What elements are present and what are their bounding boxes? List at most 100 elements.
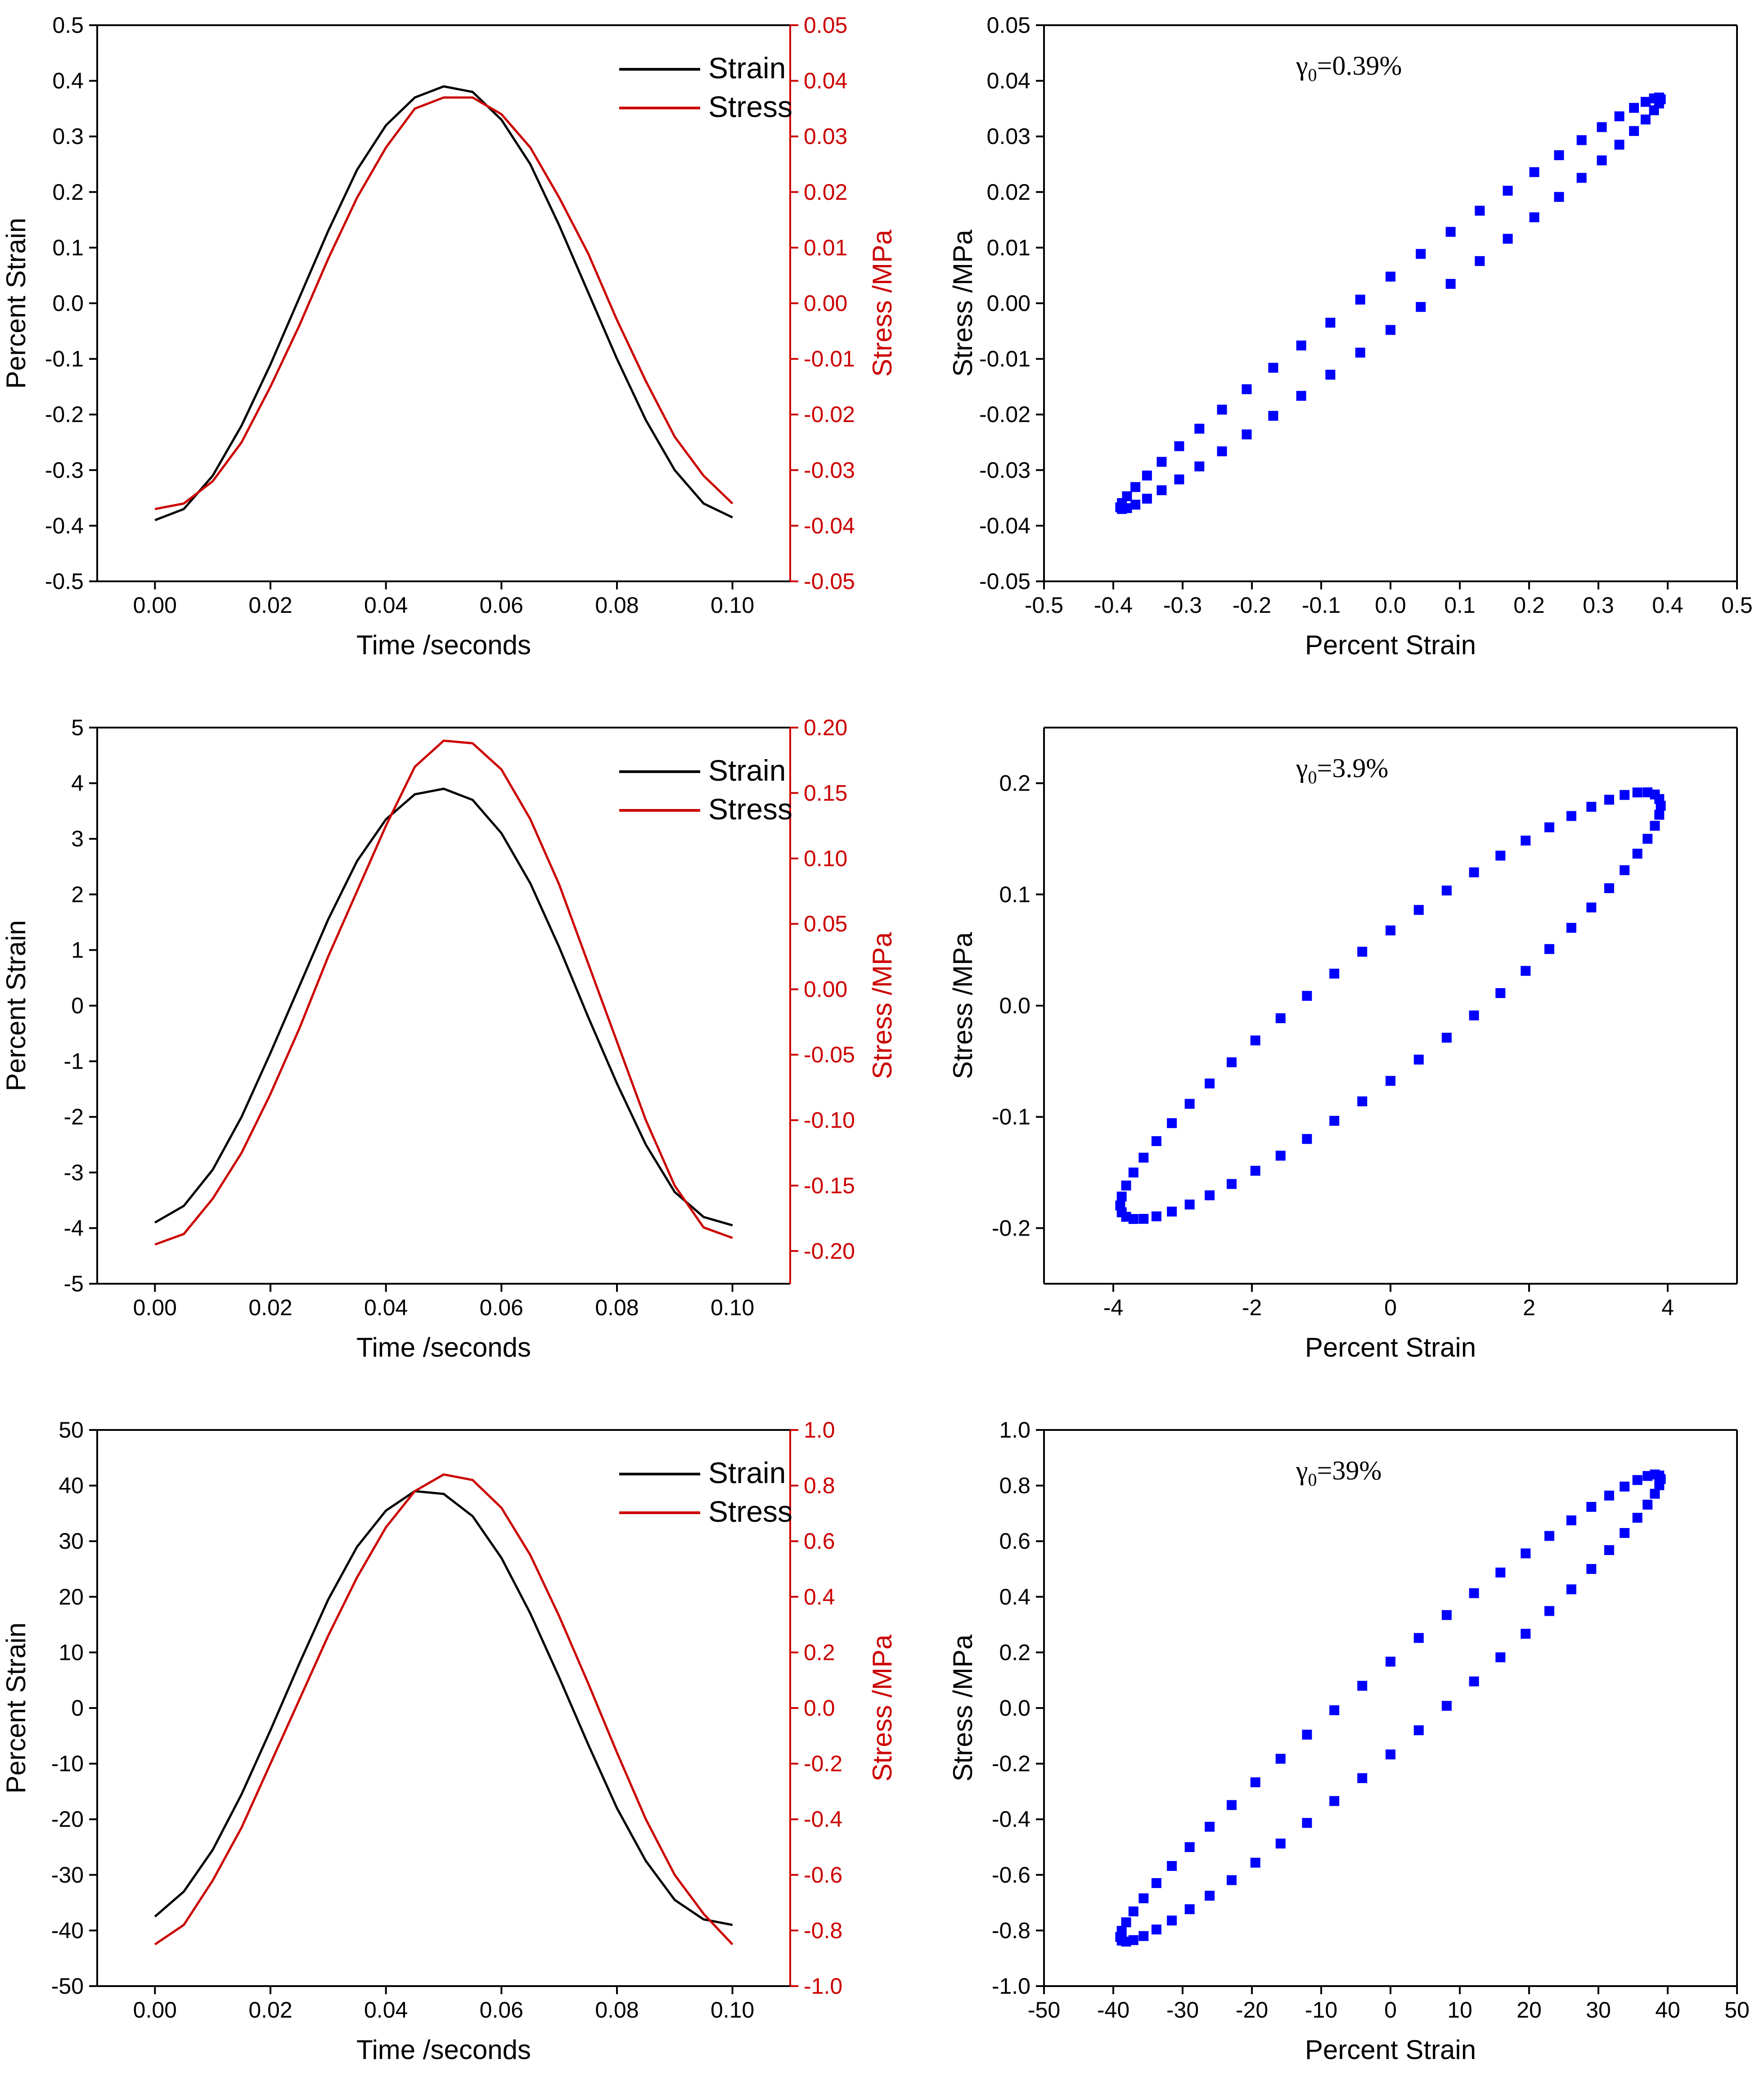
data-point <box>1151 1924 1161 1935</box>
data-point <box>1521 1628 1531 1639</box>
y-tick-label: -0.04 <box>979 513 1030 538</box>
legend-label-strain: Strain <box>708 1456 786 1489</box>
y2-tick-label: -0.05 <box>804 1042 855 1067</box>
y-tick-label: 3 <box>71 826 84 851</box>
data-point <box>1250 1035 1260 1046</box>
data-point-stress <box>530 147 531 148</box>
data-point <box>1629 126 1639 136</box>
data-point <box>1441 886 1452 896</box>
y-tick-label: 0.1 <box>999 882 1030 907</box>
data-point <box>1302 1730 1312 1740</box>
y-tick-label: 0.3 <box>52 124 84 149</box>
data-point-stress <box>732 503 733 504</box>
data-point-stress <box>472 97 473 98</box>
x-tick-label: 0.04 <box>364 593 408 618</box>
y-tick-label: -4 <box>64 1215 84 1241</box>
y-tick-label: 0.04 <box>987 68 1030 94</box>
y2-tick-label: -0.4 <box>804 1807 842 1832</box>
data-point <box>1632 1475 1642 1485</box>
data-point-stress <box>501 769 502 770</box>
data-point <box>1629 103 1639 113</box>
x-tick-label: 2 <box>1523 1295 1535 1320</box>
data-point <box>1250 1777 1260 1788</box>
y-tick-label: 0.00 <box>987 291 1030 316</box>
y-tick-label: 0.8 <box>999 1473 1030 1498</box>
y-tick-label: 1.0 <box>999 1417 1030 1443</box>
y-tick-label: 40 <box>58 1473 84 1498</box>
x-tick-label: 30 <box>1586 1997 1611 2023</box>
y2-tick-label: 0.0 <box>804 1695 835 1721</box>
data-point <box>1416 302 1426 312</box>
data-point <box>1116 1926 1127 1936</box>
data-point <box>1167 1861 1177 1871</box>
y-tick-label: 0.01 <box>987 235 1030 260</box>
data-point <box>1654 92 1664 103</box>
data-point <box>1632 1513 1642 1523</box>
data-point <box>1386 271 1395 282</box>
x-tick-label: -10 <box>1305 1997 1337 2023</box>
data-point-stress <box>299 1028 300 1029</box>
y-axis-title: Percent Strain <box>1 218 31 389</box>
series-line-stress <box>154 739 733 1246</box>
data-point <box>1654 809 1665 820</box>
y-tick-label: 0.0 <box>52 291 84 316</box>
data-point-strain <box>703 503 704 504</box>
y-tick-label: -0.5 <box>45 569 84 594</box>
series-line-stress <box>154 96 734 510</box>
y2-tick-label: 0.15 <box>804 780 847 805</box>
data-point <box>1205 1821 1215 1832</box>
data-point <box>1357 1681 1368 1691</box>
data-point <box>1495 988 1506 998</box>
data-point <box>1329 1796 1340 1806</box>
legend-label-stress: Stress <box>708 90 792 123</box>
y-tick-label: 50 <box>58 1417 84 1443</box>
x-tick-label: 0.00 <box>133 1997 177 2023</box>
y2-tick-label: -0.6 <box>804 1862 842 1888</box>
data-point <box>1275 1839 1286 1849</box>
y-tick-label: -0.4 <box>45 513 84 538</box>
data-point <box>1386 1749 1395 1760</box>
data-point <box>1138 1214 1149 1224</box>
y-axis-title: Percent Strain <box>1 920 31 1091</box>
x-tick-label: 0.06 <box>480 593 523 618</box>
x-tick-label: 0.02 <box>248 1997 292 2023</box>
data-point <box>1566 923 1576 933</box>
x-tick-label: 50 <box>1724 1997 1750 2023</box>
x-axis-title: Time /seconds <box>356 1332 531 1362</box>
data-point <box>1654 1470 1665 1481</box>
y2-tick-label: 0.2 <box>804 1640 835 1665</box>
data-point <box>1357 1773 1368 1783</box>
data-point-stress <box>414 108 415 109</box>
data-point-strain <box>414 794 415 795</box>
chart-time-3: 0.00 0.02 0.04 0.06 0.08 0.10-50-40-30-20-100… <box>1 1417 897 2065</box>
data-point <box>1445 279 1456 289</box>
data-point <box>1386 1656 1395 1667</box>
y-tick-label: 0.2 <box>52 180 84 205</box>
data-point <box>1194 423 1205 434</box>
data-point <box>1503 234 1513 244</box>
data-point-strain <box>703 1919 704 1920</box>
data-point <box>1138 1931 1149 1941</box>
data-point <box>1642 834 1653 844</box>
data-point <box>1167 1118 1177 1128</box>
y-tick-label: -0.1 <box>45 346 84 372</box>
data-point <box>1604 1545 1614 1556</box>
data-point <box>1586 902 1597 913</box>
data-point <box>1475 256 1485 266</box>
data-point <box>1329 968 1340 979</box>
chart-loop-1: -0.5 -0.4 -0.3 -0.2 -0.1 0.0 0.1 0.2 0.3 0.4 0.5 -0… <box>948 13 1753 660</box>
data-point <box>1586 1502 1597 1512</box>
data-point <box>1226 1800 1237 1810</box>
data-point <box>1184 1904 1195 1915</box>
amplitude-annotation: γ0=39% <box>1296 1456 1382 1490</box>
data-point <box>1130 482 1141 492</box>
data-point <box>1302 991 1312 1001</box>
x-tick-label: 0.0 <box>1375 593 1406 618</box>
chart-loop-2: -4 -2 0 2 4 -0.2 -0.1 0.0 0.1 0.2 Percent Strain St… <box>948 727 1738 1362</box>
data-point <box>1184 1099 1195 1109</box>
amplitude-annotation: γ0=3.9% <box>1296 753 1388 787</box>
data-point <box>1650 821 1660 831</box>
series-line-strain <box>154 787 733 1227</box>
y-tick-label: 0.2 <box>999 771 1030 796</box>
x-tick-label: 0 <box>1384 1295 1397 1320</box>
